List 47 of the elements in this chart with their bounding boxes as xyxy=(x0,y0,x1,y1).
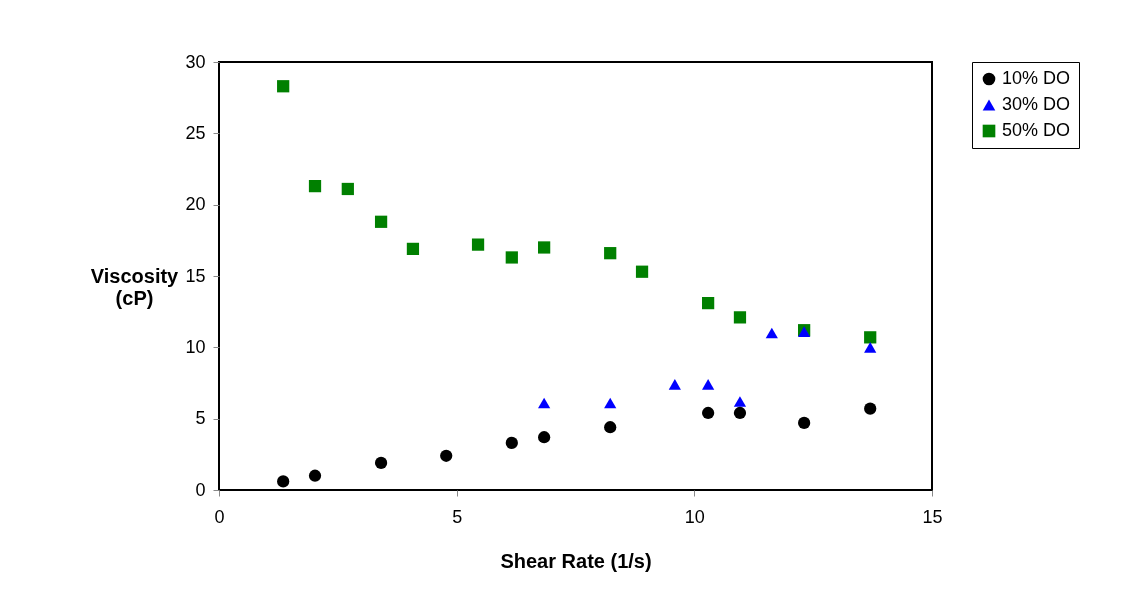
y-tick-label: 10 xyxy=(185,336,206,357)
point xyxy=(668,379,681,390)
point xyxy=(277,475,290,488)
point xyxy=(733,311,747,324)
legend-label: 10% DO xyxy=(1002,68,1071,88)
y-axis-title: Viscosity (cP) xyxy=(90,264,180,309)
point xyxy=(604,247,617,260)
point xyxy=(374,456,388,470)
point xyxy=(341,182,354,196)
x-tick-label: 5 xyxy=(452,506,463,527)
point xyxy=(538,431,551,444)
point xyxy=(538,397,551,409)
y-tick-label: 5 xyxy=(195,408,206,429)
point xyxy=(864,331,877,344)
point xyxy=(635,265,649,278)
legend-label: 30% DO xyxy=(1002,94,1071,114)
point xyxy=(471,238,485,251)
y-tick-label: 0 xyxy=(195,479,206,500)
point xyxy=(505,436,518,450)
point xyxy=(733,406,747,420)
point xyxy=(701,296,715,310)
point xyxy=(798,416,811,430)
y-tick-label: 30 xyxy=(185,51,206,72)
point xyxy=(308,180,322,193)
point xyxy=(733,396,747,407)
x-tick-label: 15 xyxy=(922,506,943,527)
point xyxy=(308,469,322,482)
point xyxy=(505,251,518,264)
legend-label: 50% DO xyxy=(1002,120,1071,140)
x-axis-title: Shear Rate (1/s) xyxy=(500,549,652,572)
point xyxy=(277,80,290,93)
point xyxy=(864,342,877,353)
y-tick-label: 25 xyxy=(185,122,206,143)
point xyxy=(406,242,420,256)
point xyxy=(701,379,715,390)
point xyxy=(440,449,453,462)
point xyxy=(604,397,617,409)
y-tick-label: 20 xyxy=(185,194,206,215)
point xyxy=(538,241,551,254)
x-tick-label: 10 xyxy=(684,506,705,527)
point xyxy=(701,406,715,420)
point xyxy=(604,421,617,434)
point xyxy=(765,327,778,339)
x-tick-label: 0 xyxy=(214,506,225,527)
point xyxy=(864,402,877,415)
point xyxy=(374,215,388,228)
y-tick-label: 15 xyxy=(185,265,206,286)
